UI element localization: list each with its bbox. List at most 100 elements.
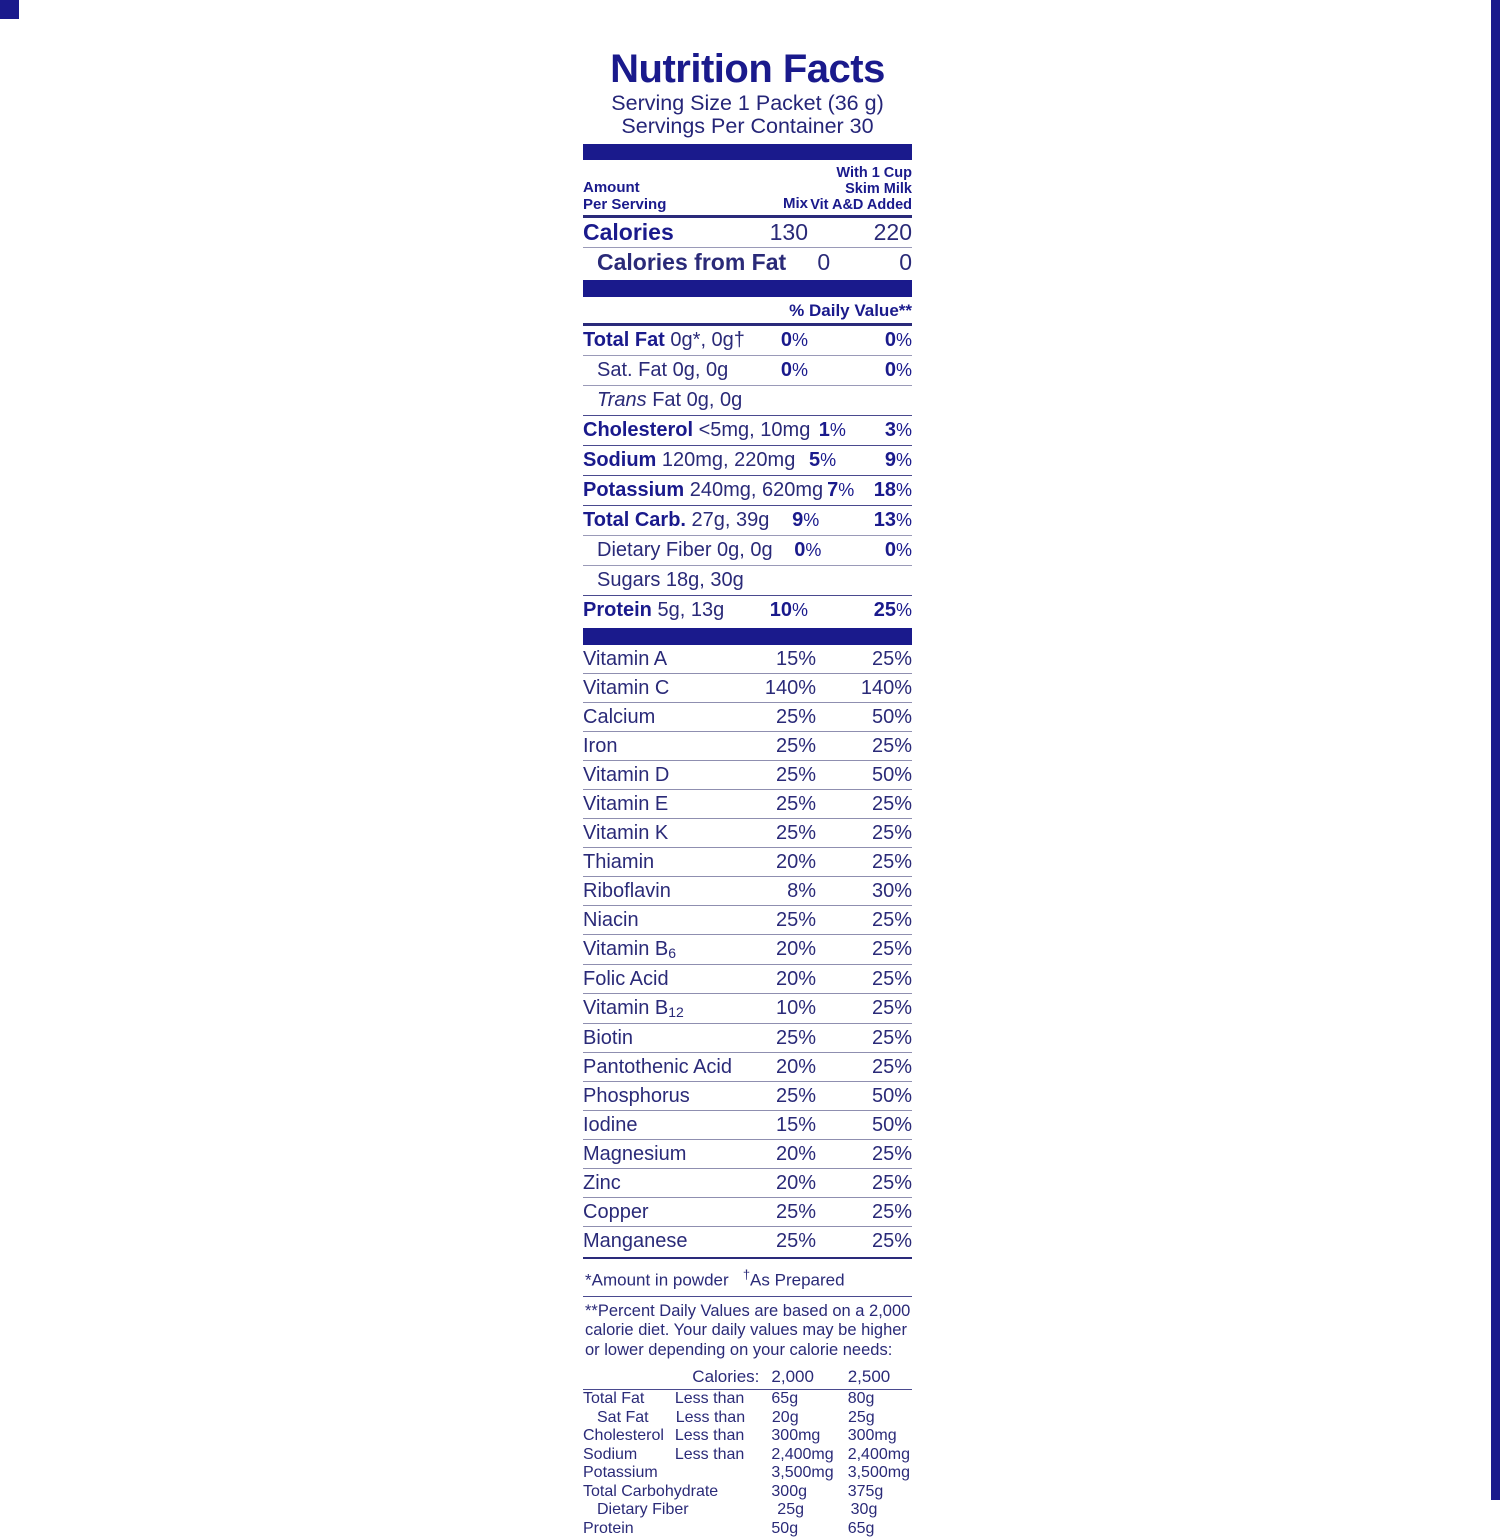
dv-footnote-line-3: or lower depending on your calorie needs… (585, 1340, 893, 1359)
vitamin-row: Zinc 20% 25% (583, 1168, 912, 1197)
vitamin-mix-dv: 10% (775, 997, 816, 1019)
nutrient-row: Cholesterol <5mg, 10mg 1% 3% (583, 415, 912, 445)
value: 7 (827, 479, 839, 501)
nutrient-name: Sat. Fat 0g, 0g (583, 358, 752, 382)
vitamin-milk-dv: 25% (871, 735, 912, 757)
vitamin-row: Vitamin D 25% 50% (583, 760, 912, 789)
calories-from-fat-milk-value: 0 (899, 249, 912, 275)
nutrient-name: Potassium 240mg, 620mg (583, 478, 823, 502)
nutrient-mix-dv: 10% (752, 598, 808, 622)
percent-sign: % (838, 480, 855, 500)
servings-per-container-text: Servings Per Container 30 (621, 114, 874, 138)
vitamin-name: Iodine (583, 1114, 638, 1136)
nutrient-mix-dv: 9% (769, 508, 819, 532)
value: 0 (794, 539, 806, 561)
amount-label: Amount (583, 179, 640, 196)
vitamin-row: Biotin 25% 25% (583, 1023, 912, 1052)
vitamin-milk-dv: 25% (871, 1172, 912, 1194)
vitamin-row: Copper 25% 25% (583, 1197, 912, 1226)
vitamin-mix-dv: 25% (775, 793, 816, 815)
percent-sign: % (805, 540, 822, 560)
nutrient-amount: 5g, 13g (651, 599, 725, 621)
reference-value-2500: 80g (847, 1390, 875, 1408)
value: 0 (780, 359, 792, 381)
nutrient-milk-dv: 0% (821, 538, 912, 562)
vitamin-name: Vitamin E (583, 793, 669, 815)
reference-qualifier: Less than (674, 1390, 745, 1408)
nutrient-label: Cholesterol (583, 419, 694, 441)
reference-header-calories: Calories: (692, 1367, 760, 1387)
reference-row: Cholesterol Less than 300mg 300mg (583, 1427, 912, 1446)
vitamin-mix-dv: 25% (775, 822, 816, 844)
amount-in-powder-note: *Amount in powder (585, 1270, 729, 1290)
vitamin-milk-dv: 30% (871, 880, 912, 902)
nutrient-row: Potassium 240mg, 620mg 7% 18% (583, 475, 912, 505)
nutrient-amount: 0g, 0g (667, 359, 729, 381)
dagger-symbol: † (742, 1267, 751, 1282)
vitamin-milk-dv: 25% (871, 1027, 912, 1049)
vitamin-mix-dv: 25% (775, 1230, 816, 1252)
vitamin-milk-dv: 50% (871, 1114, 912, 1136)
nutrient-row: Trans Fat 0g, 0g (583, 385, 912, 415)
vitamin-milk-dv: 25% (871, 938, 912, 960)
vitamin-row: Folic Acid 20% 25% (583, 964, 912, 993)
daily-value-footnote: **Percent Daily Values are based on a 2,… (583, 1297, 912, 1364)
nutrient-label: Sodium (583, 449, 657, 471)
calories-label: Calories (583, 219, 674, 245)
reference-rows-container: Total Fat Less than 65g 80g Sat Fat Less than… (583, 1390, 912, 1538)
vitamin-subscript: 12 (668, 1004, 684, 1020)
vitamin-row: Vitamin E 25% 25% (583, 789, 912, 818)
nutrient-amount: Fat 0g, 0g (646, 389, 743, 411)
vitamin-name: Riboflavin (583, 880, 671, 902)
reference-row: Protein 50g 65g (583, 1520, 912, 1538)
vitamin-row: Vitamin C 140% 140% (583, 673, 912, 702)
percent-sign: % (791, 330, 808, 350)
nutrition-facts-panel: Nutrition Facts Serving Size 1 Packet (3… (583, 48, 912, 1538)
nutrient-name: Protein 5g, 13g (583, 598, 752, 622)
reference-table-header: Calories: 2,000 2,500 (583, 1363, 912, 1388)
reference-value-2500: 65g (847, 1519, 875, 1537)
value: 0 (780, 329, 792, 351)
percent-sign: % (791, 600, 808, 620)
vitamin-row: Vitamin B6 20% 25% (583, 934, 912, 964)
daily-value-header: % Daily Value** (789, 301, 912, 320)
vitamin-name: Vitamin D (583, 764, 670, 786)
vitamin-name: Niacin (583, 909, 639, 931)
vitamin-mix-dv: 25% (775, 764, 816, 786)
vitamin-mix-dv: 140% (764, 677, 816, 699)
reference-value-2500: 30g (850, 1501, 878, 1519)
nutrient-amount: 0g*, 0g† (664, 329, 745, 351)
reference-row: Dietary Fiber 25g 30g (583, 1501, 912, 1520)
amount-per-serving-header: Amount Per Serving (583, 179, 752, 213)
vitamin-milk-dv: 25% (871, 1143, 912, 1165)
nutrient-label: Total Carb. (583, 509, 686, 531)
vitamin-name: Copper (583, 1201, 649, 1223)
reference-nutrient-name: Total Carbohydrate (583, 1482, 719, 1500)
reference-nutrient-name: Potassium (583, 1464, 658, 1482)
vitamin-milk-dv: 50% (871, 706, 912, 728)
footnote-mid-rule (583, 1295, 912, 1297)
value: 5 (809, 449, 821, 471)
vitamin-milk-dv: 25% (871, 968, 912, 990)
nutrient-milk-dv: 0% (808, 328, 912, 352)
vitamin-name: Vitamin C (583, 677, 670, 699)
reference-row: Total Carbohydrate 300g 375g (583, 1483, 912, 1502)
nutrient-label: Dietary Fiber (597, 539, 712, 561)
value: 9 (884, 449, 896, 471)
nutrient-milk-dv: 9% (836, 448, 912, 472)
vitamin-mix-dv: 25% (775, 735, 816, 757)
vitamin-mix-dv: 25% (775, 1027, 816, 1049)
vitamins-divider-bar (583, 628, 912, 645)
vitamin-name: Magnesium (583, 1143, 687, 1165)
nutrient-mix-dv: 5% (795, 448, 836, 472)
vitamin-milk-dv: 140% (860, 677, 912, 699)
value: 0 (884, 359, 896, 381)
vitamin-milk-dv: 25% (871, 648, 912, 670)
vitamin-name: Vitamin B6 (583, 936, 752, 963)
per-serving-label: Per Serving (583, 196, 667, 213)
vitamin-name: Thiamin (583, 851, 655, 873)
value: 18 (873, 479, 896, 501)
percent-sign: % (895, 450, 912, 470)
nutrient-milk-dv: 0% (808, 358, 912, 382)
reference-header-blank (583, 1366, 675, 1388)
